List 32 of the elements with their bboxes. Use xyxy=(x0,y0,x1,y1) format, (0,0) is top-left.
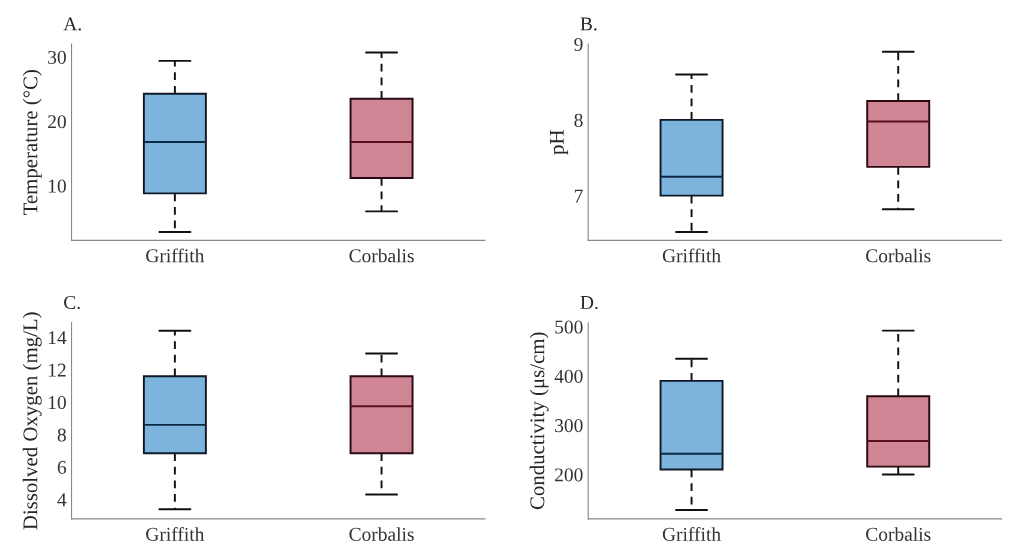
x-tick-label: Griffith xyxy=(146,248,205,263)
y-axis-title: Temperature (°C) xyxy=(22,70,42,215)
chart-title: A. xyxy=(63,17,81,31)
x-tick-label: Griffith xyxy=(146,527,205,541)
y-tick-label: 8 xyxy=(57,428,66,442)
y-axis-title: Conductivity (μs/cm) xyxy=(529,332,549,510)
y-tick-label: 4 xyxy=(57,493,67,507)
y-tick-label: 7 xyxy=(574,189,583,203)
x-tick-label: Corbalis xyxy=(866,248,931,263)
x-tick-label: Corbalis xyxy=(349,527,414,541)
y-tick-label: 12 xyxy=(48,363,66,377)
y-tick-label: 10 xyxy=(48,179,66,193)
y-tick-label: 10 xyxy=(48,395,66,410)
y-tick-label: 6 xyxy=(57,460,67,474)
chart-title: C. xyxy=(64,295,80,310)
y-tick-label: 9 xyxy=(574,38,583,52)
x-tick-label: Griffith xyxy=(662,527,721,541)
y-tick-label: 30 xyxy=(48,50,66,64)
x-tick-label: Corbalis xyxy=(866,527,931,541)
y-tick-label: 200 xyxy=(555,468,583,482)
x-tick-label: Griffith xyxy=(662,248,721,263)
y-tick-label: 500 xyxy=(555,320,583,334)
y-axis-title: Dissolved Oxygen (mg/L) xyxy=(22,312,42,530)
x-tick-label: Corbalis xyxy=(349,248,414,263)
y-tick-label: 8 xyxy=(574,113,583,127)
y-tick-label: 400 xyxy=(554,369,583,383)
chart-title: B. xyxy=(580,17,597,31)
y-axis-title: pH xyxy=(550,130,569,155)
y-tick-label: 14 xyxy=(48,331,67,345)
y-tick-label: 300 xyxy=(555,419,583,433)
chart-title: D. xyxy=(580,296,598,310)
y-tick-label: 20 xyxy=(48,115,66,129)
